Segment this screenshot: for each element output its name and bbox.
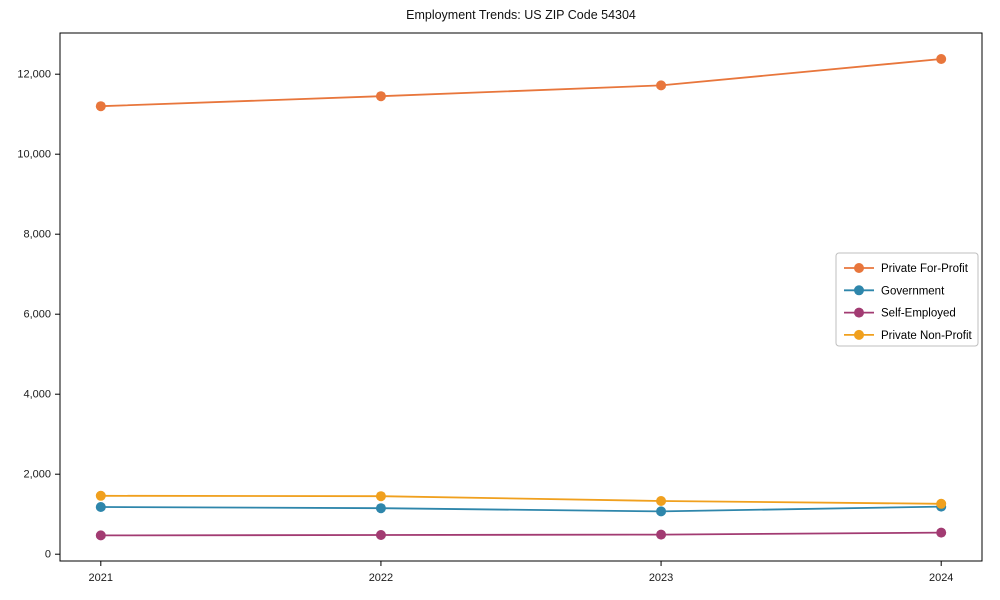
x-axis-tick-label: 2022	[369, 572, 393, 584]
data-point-private-for-profit	[95, 101, 106, 112]
y-axis-tick-label: 0	[45, 549, 51, 561]
legend-label-self-employed: Self-Employed	[881, 308, 956, 320]
data-point-private-non-profit	[936, 498, 947, 509]
data-point-private-non-profit	[375, 491, 386, 502]
data-point-private-non-profit	[95, 490, 106, 501]
plot-area	[59, 32, 983, 562]
chart-title: Employment Trends: US ZIP Code 54304	[406, 8, 636, 22]
y-axis-tick-label: 2,000	[23, 469, 51, 481]
series-line-government	[100, 505, 942, 513]
series-line-private-for-profit	[100, 58, 942, 108]
y-axis-tick-label: 8,000	[23, 229, 51, 241]
legend-marker-self-employed	[854, 307, 864, 318]
data-point-self-employed	[936, 527, 947, 538]
y-axis-tick-label: 10,000	[17, 149, 51, 161]
x-axis-tick-label: 2021	[89, 572, 113, 584]
legend-box	[835, 252, 979, 347]
data-point-self-employed	[95, 530, 106, 541]
legend-marker-government	[854, 285, 864, 296]
legend-label-private-for-profit: Private For-Profit	[881, 263, 969, 275]
y-axis-tick-label: 12,000	[17, 69, 51, 81]
series-line-self-employed	[100, 531, 942, 537]
data-point-private-for-profit	[375, 91, 386, 102]
legend-label-government: Government	[881, 285, 945, 297]
data-point-government	[656, 506, 667, 517]
x-axis-tick-label: 2023	[649, 572, 673, 584]
y-axis-tick-label: 4,000	[23, 389, 51, 401]
data-point-self-employed	[656, 529, 667, 540]
data-point-private-non-profit	[656, 496, 667, 506]
data-point-private-for-profit	[656, 80, 667, 91]
data-point-government	[95, 502, 106, 512]
legend-label-private-non-profit: Private Non-Profit	[881, 330, 973, 342]
legend-marker-private-non-profit	[854, 329, 864, 340]
data-point-private-for-profit	[936, 54, 947, 64]
y-axis-tick-label: 6,000	[23, 309, 51, 321]
x-axis-tick-label: 2024	[929, 572, 953, 584]
data-point-self-employed	[375, 530, 386, 540]
data-point-government	[375, 503, 386, 514]
series-line-private-non-profit	[100, 494, 942, 505]
legend-marker-private-for-profit	[854, 263, 864, 273]
